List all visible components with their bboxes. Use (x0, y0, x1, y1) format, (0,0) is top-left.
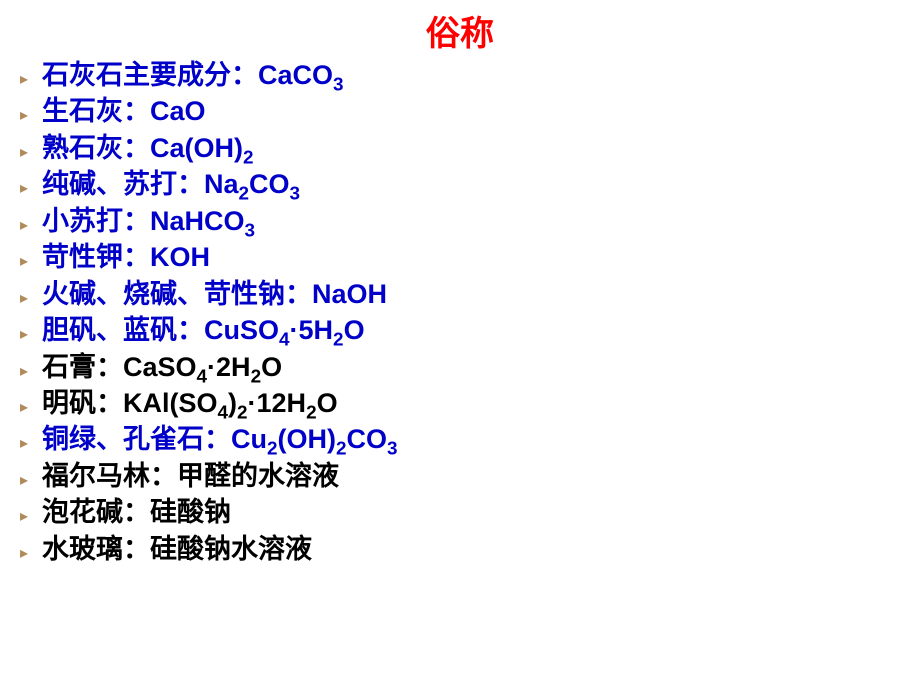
item-text: 苛性钾：KOH (42, 239, 210, 275)
triangle-bullet-icon: ▸ (20, 247, 42, 273)
item-text: 纯碱、苏打：Na2CO3 (42, 166, 300, 202)
triangle-bullet-icon: ▸ (20, 138, 42, 164)
list-item: ▸苛性钾：KOH (20, 239, 900, 275)
item-text: 泡花碱：硅酸钠 (42, 494, 231, 530)
item-text: 石膏：CaSO4·2H2O (42, 349, 282, 385)
slide-title: 俗称 (20, 6, 900, 55)
triangle-bullet-icon: ▸ (20, 466, 42, 492)
triangle-bullet-icon: ▸ (20, 502, 42, 528)
item-text: 生石灰：CaO (42, 93, 206, 129)
item-text: 水玻璃：硅酸钠水溶液 (42, 531, 312, 567)
list-item: ▸泡花碱：硅酸钠 (20, 494, 900, 530)
list-item: ▸石膏：CaSO4·2H2O (20, 349, 900, 385)
triangle-bullet-icon: ▸ (20, 65, 42, 91)
item-text: 铜绿、孔雀石：Cu2(OH)2CO3 (42, 421, 398, 457)
triangle-bullet-icon: ▸ (20, 393, 42, 419)
item-text: 小苏打：NaHCO3 (42, 203, 255, 239)
list-item: ▸铜绿、孔雀石：Cu2(OH)2CO3 (20, 421, 900, 457)
triangle-bullet-icon: ▸ (20, 101, 42, 127)
item-text: 石灰石主要成分：CaCO3 (42, 57, 344, 93)
triangle-bullet-icon: ▸ (20, 211, 42, 237)
list-item: ▸水玻璃：硅酸钠水溶液 (20, 531, 900, 567)
list-item: ▸纯碱、苏打：Na2CO3 (20, 166, 900, 202)
item-text: 福尔马林：甲醛的水溶液 (42, 458, 339, 494)
items-list: ▸石灰石主要成分：CaCO3▸生石灰：CaO▸熟石灰：Ca(OH)2▸纯碱、苏打… (20, 57, 900, 567)
triangle-bullet-icon: ▸ (20, 539, 42, 565)
list-item: ▸胆矾、蓝矾：CuSO4·5H2O (20, 312, 900, 348)
triangle-bullet-icon: ▸ (20, 429, 42, 455)
item-text: 胆矾、蓝矾：CuSO4·5H2O (42, 312, 365, 348)
list-item: ▸火碱、烧碱、苛性钠：NaOH (20, 276, 900, 312)
list-item: ▸福尔马林：甲醛的水溶液 (20, 458, 900, 494)
item-text: 熟石灰：Ca(OH)2 (42, 130, 254, 166)
triangle-bullet-icon: ▸ (20, 284, 42, 310)
slide-container: 俗称 ▸石灰石主要成分：CaCO3▸生石灰：CaO▸熟石灰：Ca(OH)2▸纯碱… (0, 0, 920, 690)
list-item: ▸生石灰：CaO (20, 93, 900, 129)
list-item: ▸小苏打：NaHCO3 (20, 203, 900, 239)
triangle-bullet-icon: ▸ (20, 320, 42, 346)
item-text: 明矾：KAl(SO4)2·12H2O (42, 385, 338, 421)
list-item: ▸熟石灰：Ca(OH)2 (20, 130, 900, 166)
list-item: ▸石灰石主要成分：CaCO3 (20, 57, 900, 93)
list-item: ▸明矾：KAl(SO4)2·12H2O (20, 385, 900, 421)
triangle-bullet-icon: ▸ (20, 174, 42, 200)
item-text: 火碱、烧碱、苛性钠：NaOH (42, 276, 387, 312)
triangle-bullet-icon: ▸ (20, 357, 42, 383)
